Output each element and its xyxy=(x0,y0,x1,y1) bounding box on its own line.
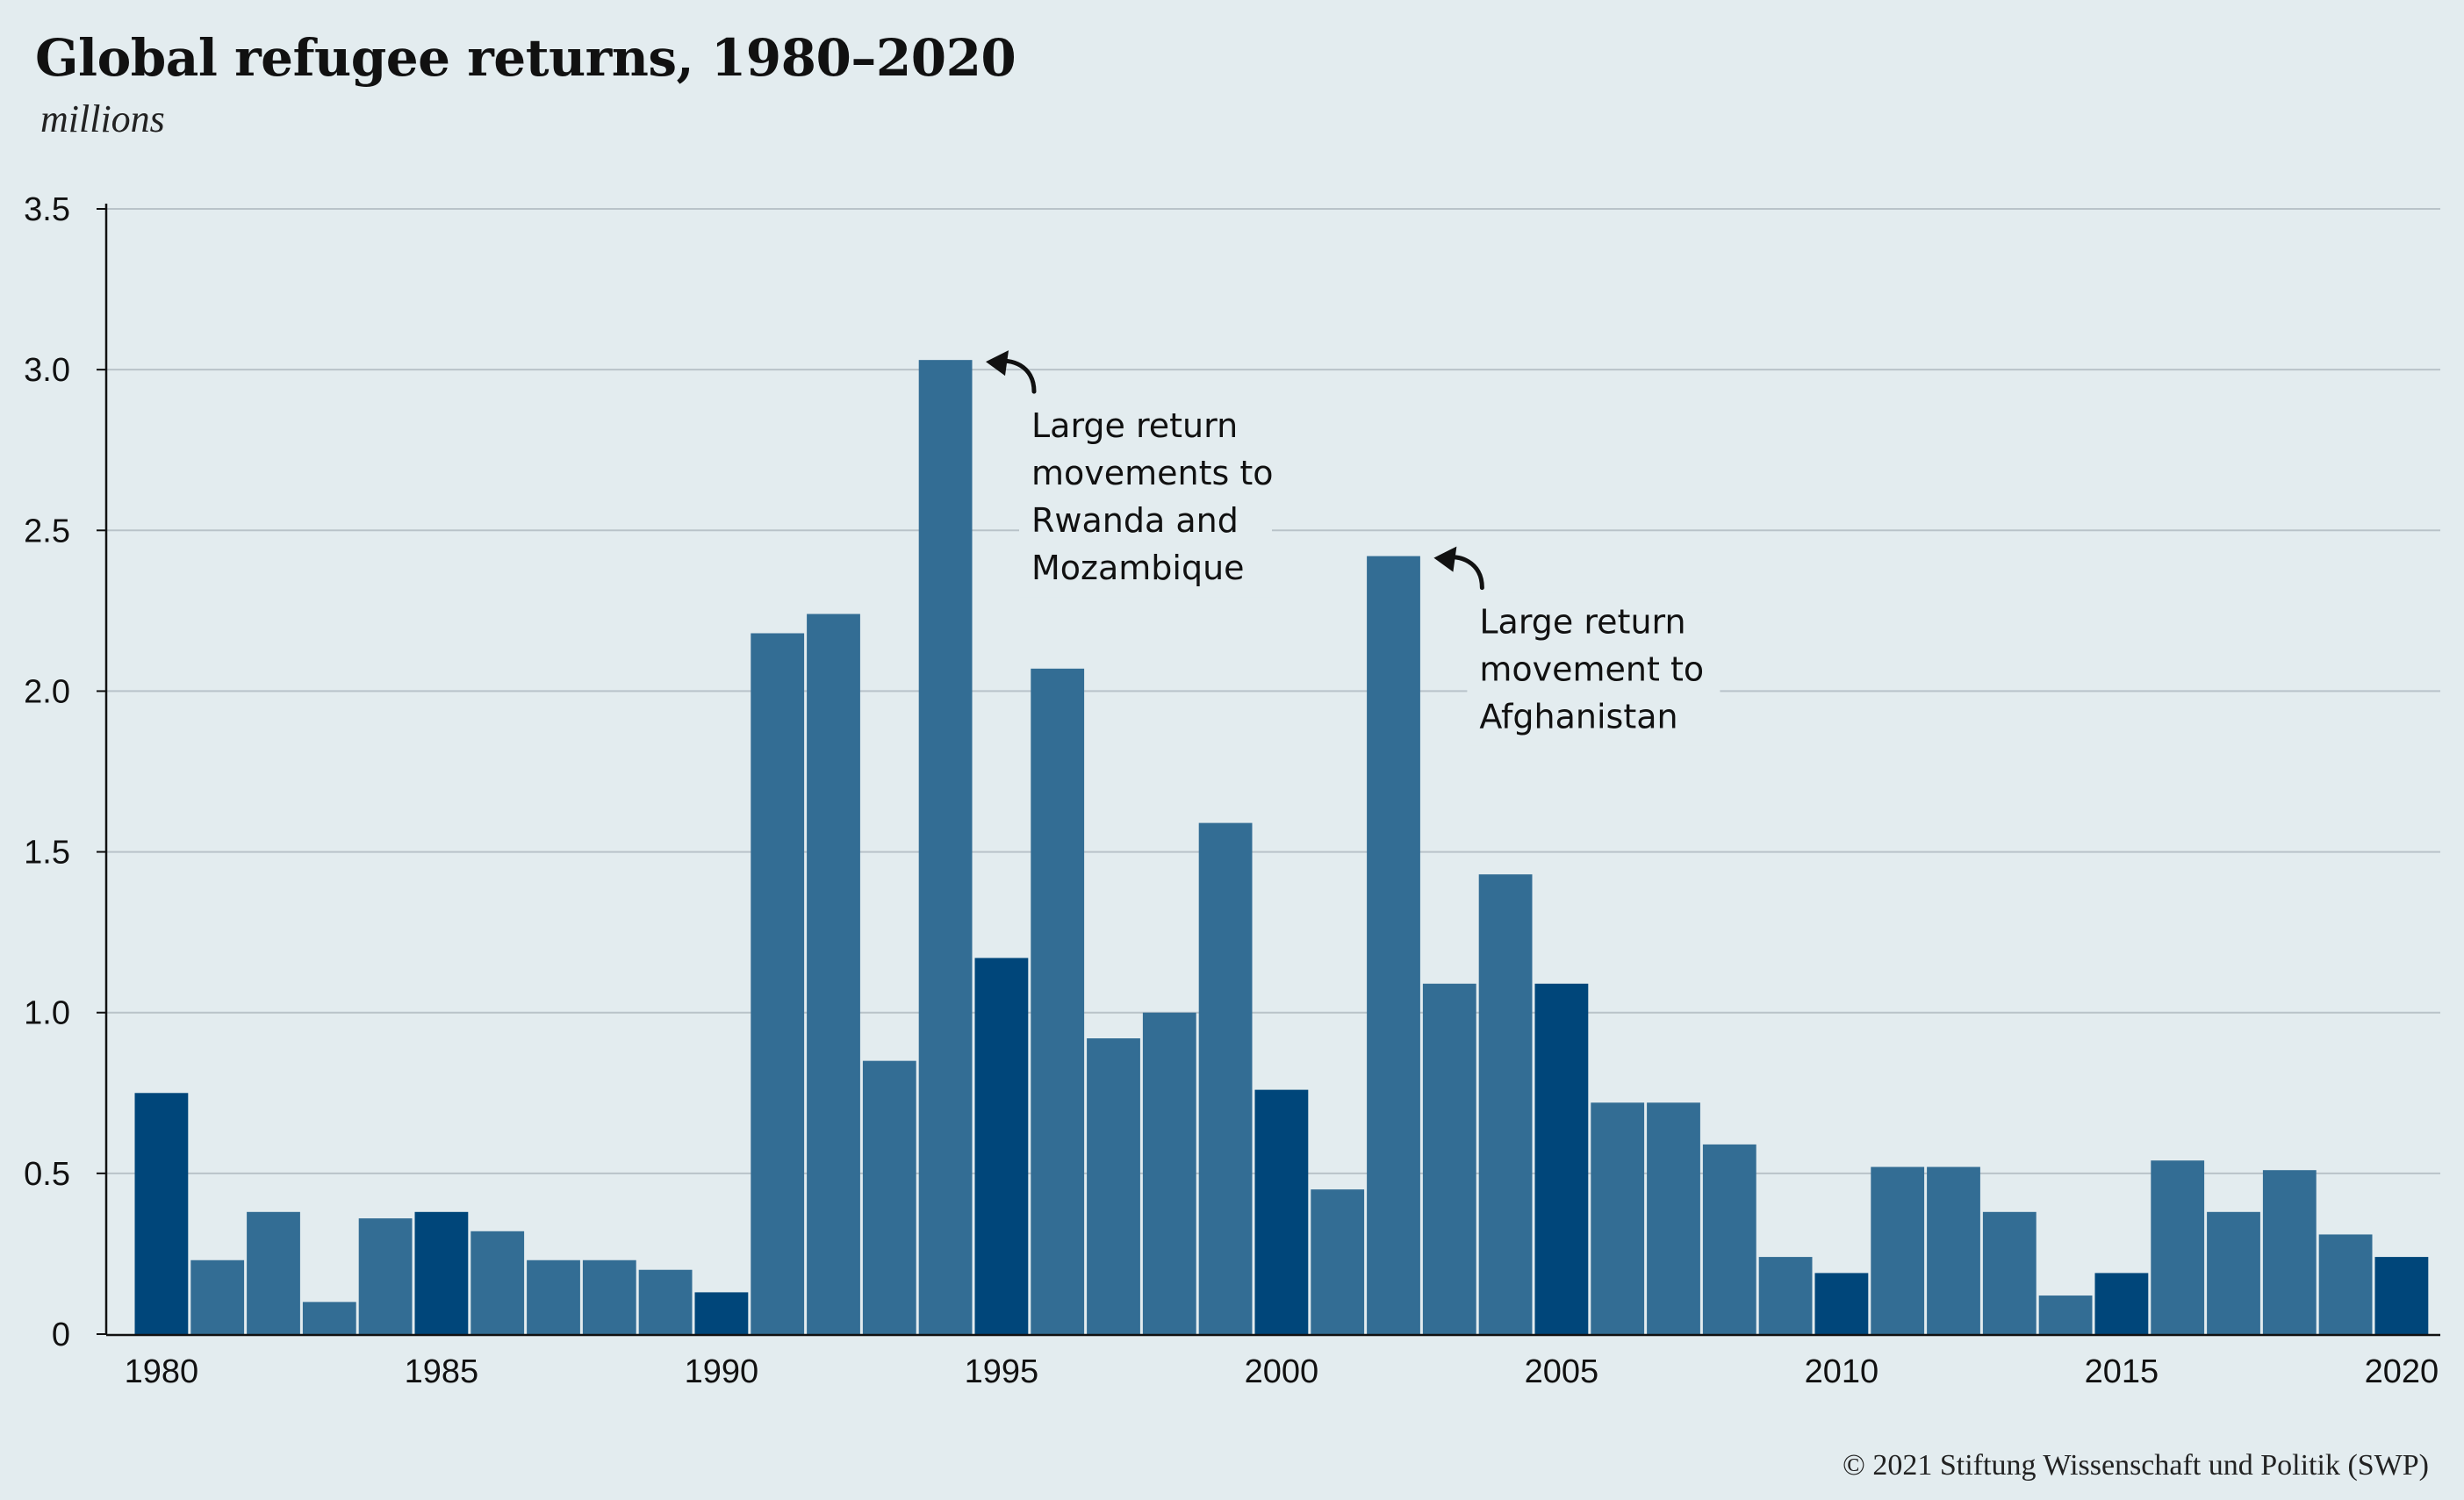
bar-2010 xyxy=(1814,1273,1869,1334)
bar-1987 xyxy=(527,1260,580,1334)
annotations: Large return movements to Rwanda and Mozamb… xyxy=(986,350,1720,746)
y-tick-label: 1.0 xyxy=(24,995,70,1032)
bar-2014 xyxy=(2038,1295,2093,1334)
x-tick-label: 1980 xyxy=(125,1353,199,1390)
x-tick-label: 2010 xyxy=(1805,1353,1879,1390)
bar-1989 xyxy=(638,1269,693,1334)
gridlines xyxy=(106,208,2440,1174)
annotation-arrowhead xyxy=(986,350,1009,377)
bar-2007 xyxy=(1647,1102,1700,1334)
bar-1985 xyxy=(414,1211,469,1334)
bar-2017 xyxy=(2207,1211,2260,1334)
bar-1995 xyxy=(974,958,1029,1334)
bar-1981 xyxy=(190,1260,245,1334)
y-tick-label: 0 xyxy=(52,1317,70,1353)
bar-1984 xyxy=(358,1218,413,1334)
axes xyxy=(97,204,2440,1337)
bar-2004 xyxy=(1478,874,1533,1334)
bars xyxy=(134,360,2429,1334)
bar-2005 xyxy=(1534,983,1589,1334)
bar-1990 xyxy=(694,1292,749,1334)
x-tick-label: 2015 xyxy=(2085,1353,2159,1390)
bar-2013 xyxy=(1982,1211,2037,1334)
y-tick-label: 3.5 xyxy=(24,191,70,228)
chart-subtitle: millions xyxy=(40,97,165,140)
bar-1980 xyxy=(134,1093,189,1334)
bar-2011 xyxy=(1871,1166,1925,1334)
bar-1992 xyxy=(807,614,860,1334)
x-tick-label: 1990 xyxy=(685,1353,759,1390)
bar-1986 xyxy=(471,1231,525,1334)
bar-2008 xyxy=(1702,1144,1756,1334)
x-tick-label: 2020 xyxy=(2365,1353,2439,1390)
x-tick-label: 2000 xyxy=(1245,1353,1319,1390)
annotation-text: Afghanistan xyxy=(1479,698,1677,736)
y-tick-label: 1.5 xyxy=(24,835,70,872)
bar-2012 xyxy=(1927,1166,1980,1334)
bar-1993 xyxy=(862,1060,916,1334)
annotation-text: Mozambique xyxy=(1031,549,1245,587)
bar-2006 xyxy=(1591,1102,1645,1334)
annotation-text: Large return xyxy=(1479,603,1685,642)
bar-2019 xyxy=(2318,1234,2373,1334)
bar-2002 xyxy=(1367,556,1420,1334)
bar-2003 xyxy=(1422,983,1476,1334)
annotation-bg xyxy=(1019,397,1272,598)
x-tick-label: 1995 xyxy=(965,1353,1039,1390)
annotation-text: movement to xyxy=(1479,650,1704,689)
annotation-arrowhead xyxy=(1433,546,1457,572)
bar-2016 xyxy=(2151,1160,2205,1334)
annotation-bg xyxy=(1467,592,1720,746)
bar-1996 xyxy=(1031,668,1085,1334)
x-tick-label: 2005 xyxy=(1525,1353,1599,1390)
chart-title: Global refugee returns, 1980–2020 xyxy=(35,28,1016,88)
annotation-text: Large return xyxy=(1031,406,1238,445)
bar-2018 xyxy=(2262,1170,2317,1334)
bar-1991 xyxy=(751,633,805,1334)
bar-2009 xyxy=(1758,1257,1813,1334)
y-tick-label: 0.5 xyxy=(24,1156,70,1193)
bar-2020 xyxy=(2374,1257,2429,1334)
bar-2000 xyxy=(1254,1089,1309,1334)
bar-1999 xyxy=(1198,822,1253,1334)
y-tick-label: 2.0 xyxy=(24,673,70,710)
bar-1983 xyxy=(302,1302,356,1334)
bar-2001 xyxy=(1311,1189,1365,1334)
y-tick-label: 2.5 xyxy=(24,513,70,549)
bar-1982 xyxy=(247,1211,300,1334)
bar-1997 xyxy=(1087,1038,1140,1334)
annotation-text: Rwanda and xyxy=(1031,501,1239,540)
bar-1998 xyxy=(1142,1012,1196,1334)
x-tick-label: 1985 xyxy=(405,1353,479,1390)
bar-1988 xyxy=(582,1260,636,1334)
annotation-text: movements to xyxy=(1031,454,1274,492)
y-tick-label: 3.0 xyxy=(24,352,70,389)
source-credit: © 2021 Stiftung Wissenschaft und Politik… xyxy=(1843,1449,2429,1482)
tick-labels: 0 0.5 1.0 1.5 2.0 2.5 3.0 3.5 1980 1985 1990 1995 20… xyxy=(24,191,2439,1390)
bar-1994 xyxy=(918,360,973,1334)
bar-2015 xyxy=(2094,1273,2149,1334)
